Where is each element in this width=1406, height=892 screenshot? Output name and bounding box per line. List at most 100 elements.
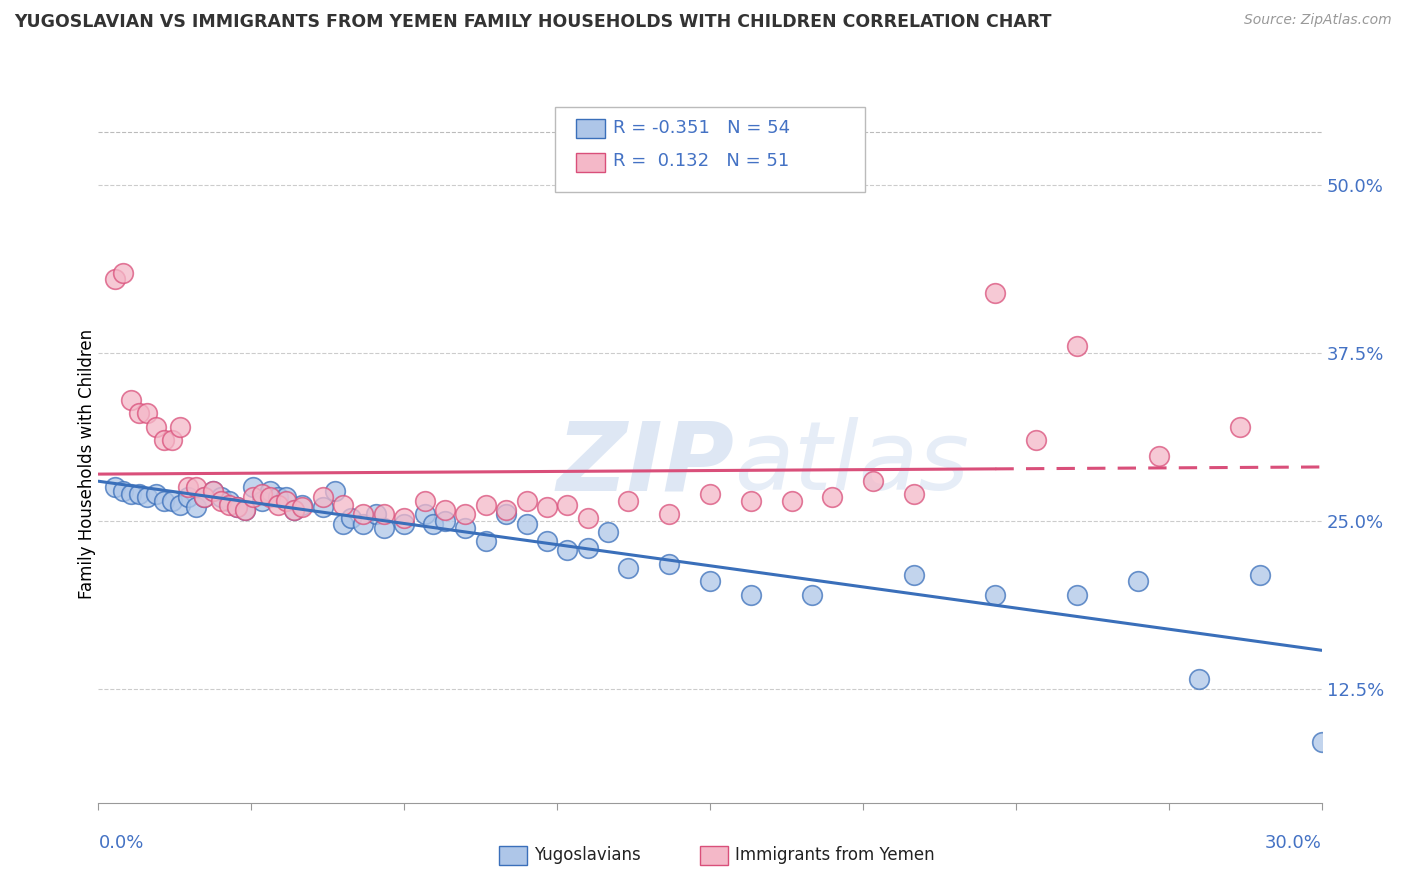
Point <box>699 574 721 589</box>
Point <box>903 567 925 582</box>
Point <box>984 588 1007 602</box>
Point <box>1249 567 1271 582</box>
Point <box>274 493 297 508</box>
Point <box>576 511 599 525</box>
Point <box>332 498 354 512</box>
Point <box>193 490 215 504</box>
Point <box>454 507 477 521</box>
Point <box>474 534 498 549</box>
Point <box>111 266 134 280</box>
Point <box>128 407 150 421</box>
Point <box>177 480 200 494</box>
Point <box>1025 434 1047 448</box>
Point <box>283 503 305 517</box>
Point <box>364 507 387 521</box>
Point <box>903 487 925 501</box>
Point <box>699 487 721 501</box>
Text: 30.0%: 30.0% <box>1265 834 1322 852</box>
Point <box>120 393 142 408</box>
Point <box>536 534 558 549</box>
Point <box>516 516 538 531</box>
Point <box>984 285 1007 300</box>
Point <box>373 520 395 534</box>
Point <box>801 588 824 602</box>
Point <box>1188 673 1211 687</box>
Point <box>536 500 558 515</box>
Point <box>233 503 256 517</box>
Point <box>291 498 314 512</box>
Point <box>658 507 681 521</box>
Point <box>259 490 281 504</box>
Point <box>862 474 884 488</box>
Text: YUGOSLAVIAN VS IMMIGRANTS FROM YEMEN FAMILY HOUSEHOLDS WITH CHILDREN CORRELATION: YUGOSLAVIAN VS IMMIGRANTS FROM YEMEN FAM… <box>14 13 1052 31</box>
Point <box>267 490 290 504</box>
Point <box>283 503 305 517</box>
Point <box>1066 339 1088 353</box>
Point <box>145 420 167 434</box>
Point <box>259 484 281 499</box>
Point <box>160 434 183 448</box>
Point <box>422 516 444 531</box>
Point <box>152 434 174 448</box>
Point <box>169 498 191 512</box>
Point <box>218 498 240 512</box>
Point <box>186 500 208 515</box>
Text: R = -0.351   N = 54: R = -0.351 N = 54 <box>613 119 790 136</box>
Point <box>323 484 346 499</box>
Point <box>104 272 127 286</box>
Point <box>1310 735 1333 749</box>
Point <box>332 516 354 531</box>
Point <box>1229 420 1251 434</box>
Point <box>291 500 314 515</box>
Text: Immigrants from Yemen: Immigrants from Yemen <box>735 847 935 864</box>
Point <box>413 493 436 508</box>
Point <box>576 541 599 555</box>
Point <box>201 484 224 499</box>
Point <box>598 524 620 539</box>
Point <box>392 516 416 531</box>
Point <box>160 493 183 508</box>
Point <box>454 520 477 534</box>
Point <box>145 487 167 501</box>
Point <box>740 588 762 602</box>
Point <box>267 498 290 512</box>
Point <box>233 503 256 517</box>
Point <box>312 490 335 504</box>
Point <box>218 493 240 508</box>
Point <box>555 498 579 512</box>
Point <box>104 480 127 494</box>
Point <box>169 420 191 434</box>
Point <box>495 503 517 517</box>
Text: Yugoslavians: Yugoslavians <box>534 847 641 864</box>
Point <box>312 500 335 515</box>
Text: ZIP: ZIP <box>557 417 734 510</box>
Point <box>392 511 416 525</box>
Text: atlas: atlas <box>734 417 970 510</box>
Point <box>474 498 498 512</box>
Point <box>495 507 517 521</box>
Point <box>413 507 436 521</box>
Point <box>780 493 803 508</box>
Point <box>193 490 215 504</box>
Point <box>128 487 150 501</box>
Point <box>658 557 681 571</box>
Point <box>274 490 297 504</box>
Point <box>516 493 538 508</box>
Point <box>120 487 142 501</box>
Text: Source: ZipAtlas.com: Source: ZipAtlas.com <box>1244 13 1392 28</box>
Point <box>242 480 264 494</box>
Point <box>617 493 640 508</box>
Point <box>177 490 200 504</box>
Point <box>226 500 249 515</box>
Y-axis label: Family Households with Children: Family Households with Children <box>79 329 96 599</box>
Point <box>352 516 374 531</box>
Point <box>352 507 374 521</box>
Point <box>226 500 249 515</box>
Point <box>201 484 224 499</box>
Text: R =  0.132   N = 51: R = 0.132 N = 51 <box>613 153 789 170</box>
Point <box>209 493 232 508</box>
Point <box>250 493 273 508</box>
Point <box>821 490 844 504</box>
Point <box>340 511 363 525</box>
Point <box>111 484 134 499</box>
